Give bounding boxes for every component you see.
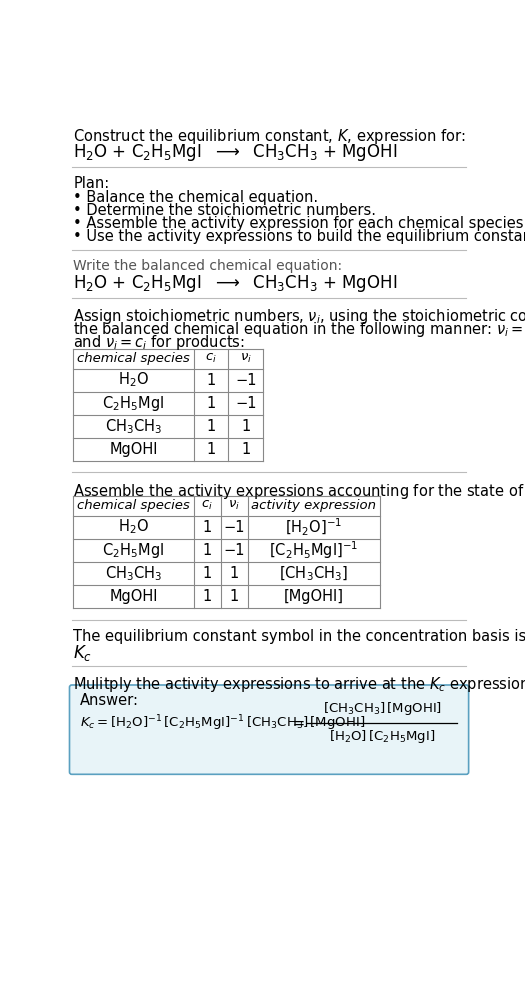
Text: $\nu_i$: $\nu_i$: [240, 352, 252, 365]
Text: 1: 1: [206, 441, 216, 457]
Text: $c_i$: $c_i$: [205, 352, 217, 365]
Text: $K_c = [\mathrm{H_2O}]^{-1}\,[\mathrm{C_2H_5MgI}]^{-1}\,[\mathrm{CH_3CH_3}]\,[\m: $K_c = [\mathrm{H_2O}]^{-1}\,[\mathrm{C_…: [80, 713, 365, 732]
Text: $[\mathrm{H_2O}]\,[\mathrm{C_2H_5MgI}]$: $[\mathrm{H_2O}]\,[\mathrm{C_2H_5MgI}]$: [329, 728, 435, 745]
Text: 1: 1: [203, 565, 212, 581]
Text: −1: −1: [224, 543, 245, 558]
Text: $\mathrm{C_2H_5MgI}$: $\mathrm{C_2H_5MgI}$: [102, 541, 164, 559]
Text: $\mathrm{C_2H_5MgI}$: $\mathrm{C_2H_5MgI}$: [102, 394, 164, 413]
Text: • Balance the chemical equation.: • Balance the chemical equation.: [74, 189, 319, 205]
Text: Plan:: Plan:: [74, 176, 110, 191]
Text: $[\mathrm{CH_3CH_3}]\,[\mathrm{MgOHI}]$: $[\mathrm{CH_3CH_3}]\,[\mathrm{MgOHI}]$: [323, 700, 442, 717]
Text: 1: 1: [206, 373, 216, 388]
Text: chemical species: chemical species: [77, 352, 190, 365]
Text: MgOHI: MgOHI: [109, 589, 158, 604]
Text: 1: 1: [229, 589, 239, 604]
Text: −1: −1: [235, 373, 257, 388]
Text: and $\nu_i = c_i$ for products:: and $\nu_i = c_i$ for products:: [74, 333, 245, 352]
Text: 1: 1: [203, 520, 212, 535]
Text: 1: 1: [203, 589, 212, 604]
Text: $\mathrm{CH_3CH_3}$: $\mathrm{CH_3CH_3}$: [105, 564, 162, 582]
Text: MgOHI: MgOHI: [109, 441, 158, 457]
Text: [MgOHI]: [MgOHI]: [284, 589, 344, 604]
Text: 1: 1: [241, 419, 250, 434]
Text: 1: 1: [203, 543, 212, 558]
Text: $=$: $=$: [290, 715, 306, 730]
Text: $\mathrm{H_2O}$ + $\mathrm{C_2H_5MgI}$  $\longrightarrow$  $\mathrm{CH_3CH_3}$ +: $\mathrm{H_2O}$ + $\mathrm{C_2H_5MgI}$ $…: [74, 142, 397, 163]
Text: −1: −1: [224, 520, 245, 535]
Text: $[\mathrm{C_2H_5MgI}]^{-1}$: $[\mathrm{C_2H_5MgI}]^{-1}$: [269, 540, 358, 561]
Text: activity expression: activity expression: [251, 499, 376, 512]
Text: chemical species: chemical species: [77, 499, 190, 512]
Text: 1: 1: [206, 396, 216, 411]
Text: $c_i$: $c_i$: [201, 499, 213, 512]
Text: $\nu_i$: $\nu_i$: [228, 499, 240, 512]
Text: $[\mathrm{H_2O}]^{-1}$: $[\mathrm{H_2O}]^{-1}$: [285, 517, 342, 538]
Text: Assign stoichiometric numbers, $\nu_i$, using the stoichiometric coefficients, $: Assign stoichiometric numbers, $\nu_i$, …: [74, 307, 525, 326]
Text: 1: 1: [229, 565, 239, 581]
Text: $\mathrm{H_2O}$: $\mathrm{H_2O}$: [118, 518, 149, 537]
Text: Assemble the activity expressions accounting for the state of matter and $\nu_i$: Assemble the activity expressions accoun…: [74, 482, 525, 501]
Text: the balanced chemical equation in the following manner: $\nu_i = -c_i$ for react: the balanced chemical equation in the fo…: [74, 320, 525, 339]
Text: • Determine the stoichiometric numbers.: • Determine the stoichiometric numbers.: [74, 203, 376, 218]
FancyBboxPatch shape: [69, 685, 469, 775]
Text: $K_c$: $K_c$: [74, 643, 92, 663]
Text: $\mathrm{H_2O}$: $\mathrm{H_2O}$: [118, 371, 149, 390]
Text: $[\mathrm{CH_3CH_3}]$: $[\mathrm{CH_3CH_3}]$: [279, 564, 348, 582]
Text: −1: −1: [235, 396, 257, 411]
Text: Construct the equilibrium constant, $K$, expression for:: Construct the equilibrium constant, $K$,…: [74, 127, 466, 146]
Text: 1: 1: [206, 419, 216, 434]
Text: $\mathrm{H_2O}$ + $\mathrm{C_2H_5MgI}$  $\longrightarrow$  $\mathrm{CH_3CH_3}$ +: $\mathrm{H_2O}$ + $\mathrm{C_2H_5MgI}$ $…: [74, 273, 397, 294]
Text: The equilibrium constant symbol in the concentration basis is:: The equilibrium constant symbol in the c…: [74, 629, 525, 644]
Text: Mulitply the activity expressions to arrive at the $K_c$ expression:: Mulitply the activity expressions to arr…: [74, 675, 525, 694]
Text: $\mathrm{CH_3CH_3}$: $\mathrm{CH_3CH_3}$: [105, 417, 162, 435]
Text: 1: 1: [241, 441, 250, 457]
Text: • Use the activity expressions to build the equilibrium constant expression.: • Use the activity expressions to build …: [74, 229, 525, 244]
Text: Write the balanced chemical equation:: Write the balanced chemical equation:: [74, 259, 342, 273]
Text: • Assemble the activity expression for each chemical species.: • Assemble the activity expression for e…: [74, 216, 525, 231]
Text: Answer:: Answer:: [80, 693, 139, 708]
